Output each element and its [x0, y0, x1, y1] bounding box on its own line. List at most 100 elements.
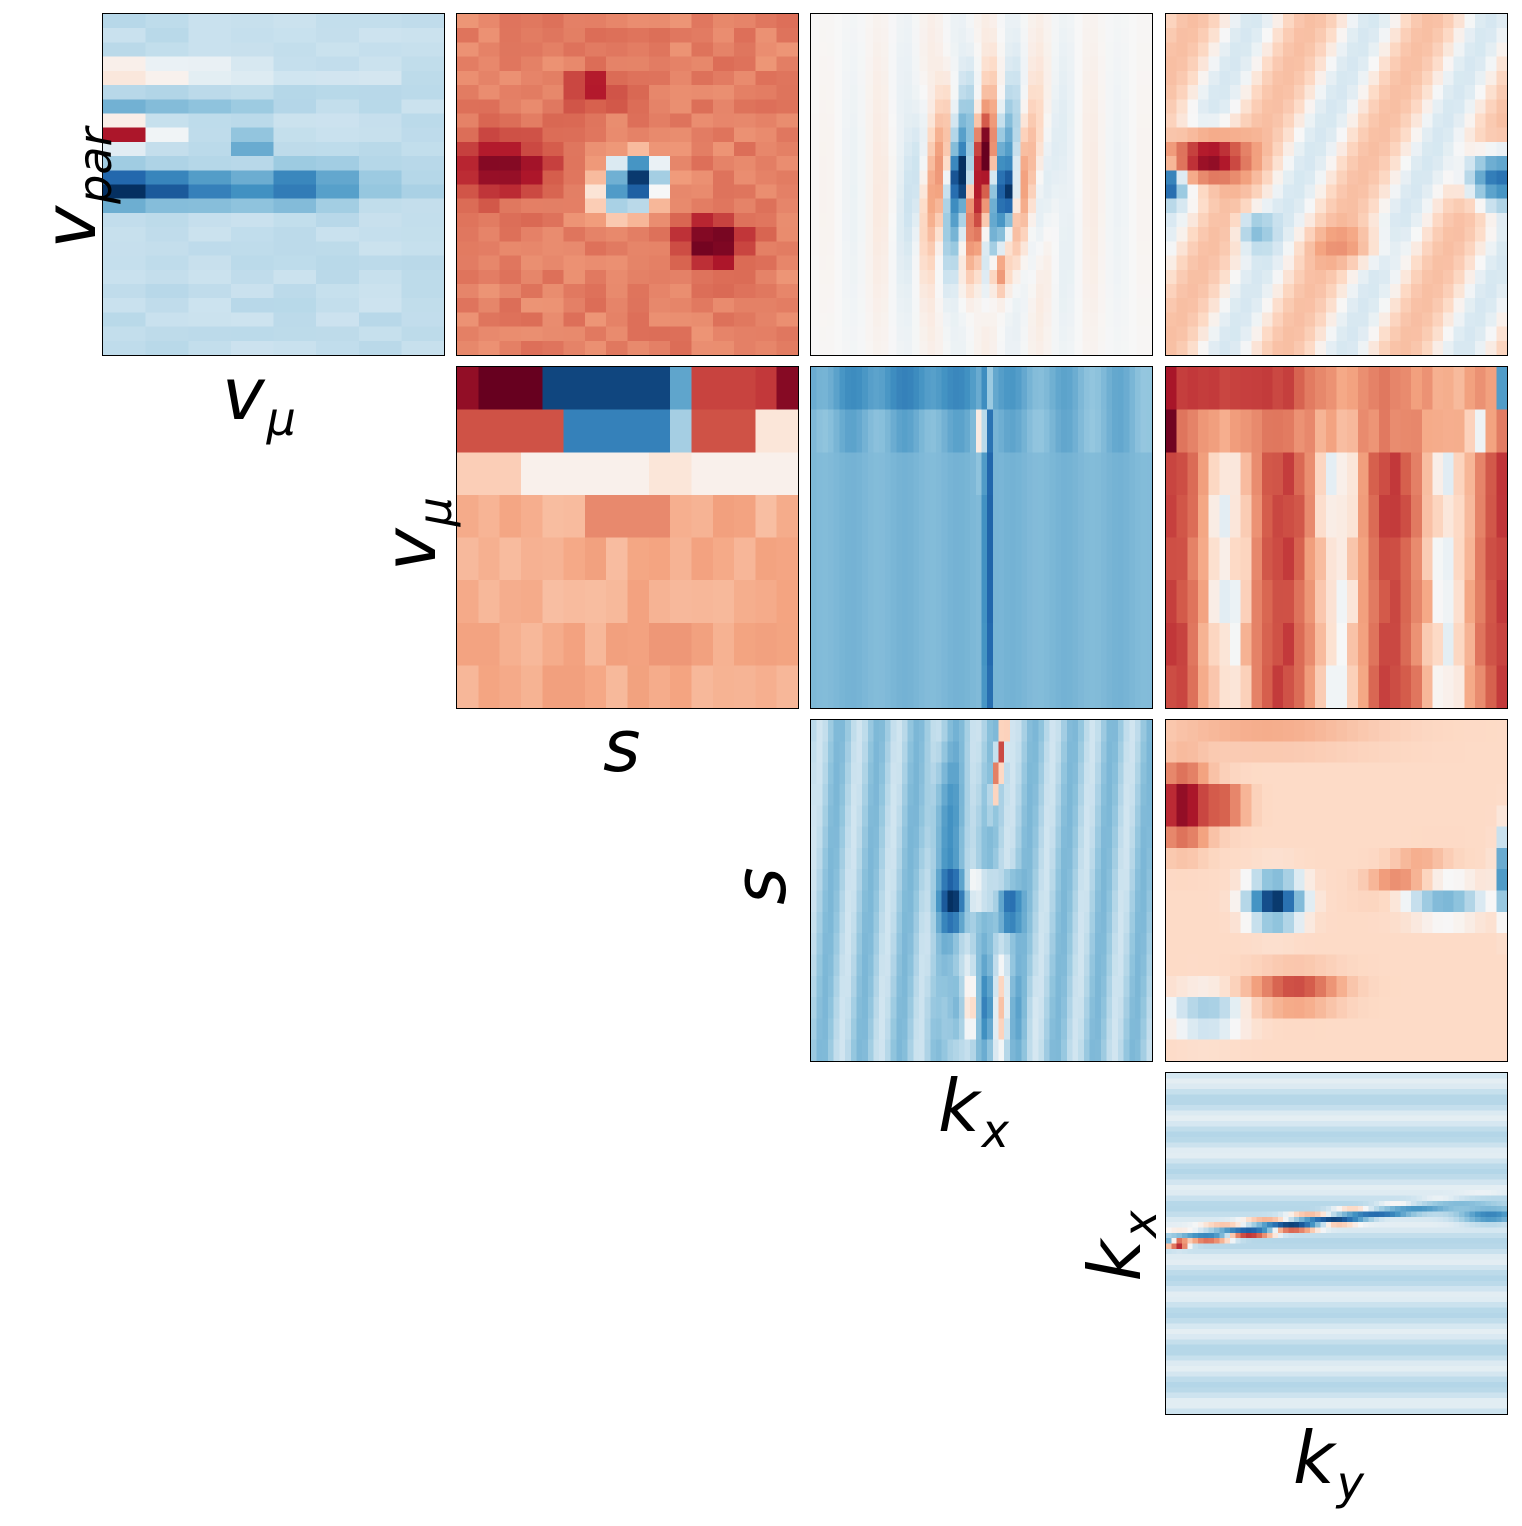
heatmap-cell — [1043, 156, 1052, 171]
heatmap-cell — [919, 99, 928, 114]
heatmap-cell — [1176, 312, 1188, 327]
heatmap-cell — [358, 70, 403, 86]
heatmap-cell — [1038, 665, 1045, 708]
heatmap-cell — [1400, 170, 1412, 185]
heatmap-cell — [884, 720, 891, 742]
heatmap-cell — [1240, 99, 1252, 114]
heatmap-cell — [964, 997, 971, 1019]
heatmap-cell — [975, 869, 982, 891]
heatmap-cell — [316, 198, 360, 214]
heatmap-cell — [873, 911, 880, 934]
heatmap-cell — [1261, 14, 1273, 29]
heatmap-cell — [478, 298, 501, 313]
heatmap-cell — [273, 198, 317, 214]
heatmap-cell — [627, 198, 650, 214]
heatmap-cell — [947, 537, 954, 581]
heatmap-cell — [584, 141, 607, 157]
heatmap-cell — [712, 127, 735, 143]
heatmap-cell — [563, 255, 586, 271]
heatmap-cell — [1176, 85, 1188, 100]
heatmap-cell — [1082, 85, 1091, 100]
heatmap-cell — [1293, 241, 1305, 256]
heatmap-cell — [1026, 954, 1033, 977]
heatmap-cell — [966, 184, 974, 199]
heatmap-cell — [924, 911, 931, 934]
heatmap-cell — [1293, 847, 1305, 870]
heatmap-cell — [1044, 805, 1050, 827]
heatmap-cell — [1400, 198, 1412, 214]
heatmap-cell — [1187, 170, 1199, 185]
heatmap-cell — [1028, 184, 1036, 199]
heatmap-cell — [1035, 198, 1044, 214]
heatmap-cell — [1004, 255, 1013, 271]
heatmap-cell — [1496, 1018, 1507, 1041]
heatmap-cell — [924, 622, 931, 667]
heatmap-cell — [958, 212, 967, 228]
heatmap-cell — [712, 312, 735, 327]
heatmap-cell — [918, 409, 925, 454]
heatmap-cell — [1136, 184, 1145, 199]
heatmap-cell — [964, 741, 971, 764]
heatmap-cell — [958, 184, 967, 199]
heatmap-cell — [811, 622, 817, 667]
heatmap-cell — [478, 156, 501, 171]
heatmap-cell — [691, 184, 714, 199]
heatmap-cell — [1203, 1073, 1209, 1079]
heatmap-cell — [1097, 56, 1106, 72]
heatmap-cell — [1464, 665, 1476, 708]
heatmap-cell — [1061, 665, 1067, 708]
heatmap-cell — [1035, 14, 1044, 29]
heatmap-cell — [950, 312, 959, 327]
heatmap-cell — [1443, 241, 1454, 256]
heatmap-cell — [958, 99, 967, 114]
heatmap-cell — [987, 869, 993, 891]
heatmap-cell — [1325, 85, 1337, 100]
heatmap-cell — [1089, 580, 1096, 624]
heatmap-cell — [1475, 85, 1486, 100]
heatmap-cell — [1389, 1088, 1396, 1095]
heatmap-cell — [935, 113, 943, 128]
heatmap-cell — [884, 762, 891, 785]
heatmap-cell — [936, 494, 942, 539]
heatmap-cell — [873, 975, 880, 998]
heatmap-cell — [1443, 847, 1454, 870]
heatmap-cell — [188, 141, 232, 157]
heatmap-cell — [845, 665, 851, 708]
heatmap-cell — [1197, 847, 1209, 870]
heatmap-cell — [1176, 367, 1188, 411]
heatmap-cell — [1026, 720, 1033, 742]
heatmap-cell — [958, 580, 965, 624]
heatmap-cell — [818, 156, 827, 171]
heatmap-cell — [964, 783, 971, 806]
heatmap-cell — [935, 340, 943, 355]
heatmap-cell — [1105, 170, 1114, 185]
heatmap-cell — [1123, 741, 1130, 764]
heatmap-cell — [998, 869, 1005, 891]
heatmap-cell — [1083, 826, 1090, 849]
heatmap-cell — [973, 99, 982, 114]
heatmap-cell — [857, 28, 866, 43]
heatmap-cell — [896, 255, 905, 271]
heatmap-cell — [1021, 622, 1028, 667]
heatmap-cell — [776, 312, 798, 327]
heatmap-cell — [1051, 42, 1060, 57]
heatmap-cell — [1475, 911, 1486, 934]
heatmap-cell — [1009, 911, 1016, 934]
heatmap-cell — [930, 452, 937, 496]
heatmap-cell — [478, 212, 501, 228]
heatmap-cell — [1357, 741, 1369, 764]
heatmap-cell — [975, 954, 982, 977]
heatmap-cell — [1121, 283, 1129, 299]
heatmap-cell — [1336, 1039, 1348, 1061]
heatmap-cell — [1325, 1083, 1332, 1090]
heatmap-cell — [563, 665, 586, 708]
heatmap-cell — [1357, 283, 1369, 299]
heatmap-cell — [1134, 911, 1141, 934]
heatmap-cell — [1379, 170, 1390, 185]
heatmap-cell — [970, 890, 976, 913]
heatmap-cell — [890, 741, 897, 764]
heatmap-cell — [1032, 622, 1039, 667]
heatmap-cell — [896, 170, 905, 185]
heatmap-cell — [873, 312, 881, 327]
heatmap-cell — [1083, 997, 1090, 1019]
